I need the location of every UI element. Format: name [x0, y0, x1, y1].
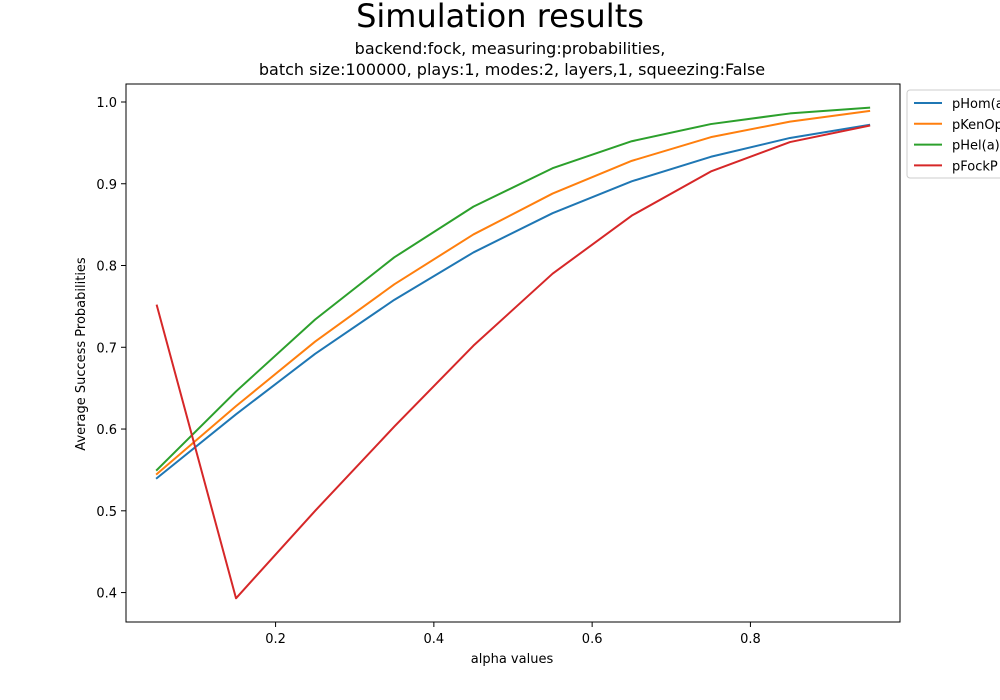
chart-subtitle-line-1: backend:fock, measuring:probabilities,: [355, 39, 666, 58]
series-line-3: [155, 106, 871, 472]
x-tick-label: 0.2: [265, 632, 286, 647]
legend: pHom(a pKenOp pHel(a) pFockP: [906, 89, 1000, 179]
y-axis-label: Average Success Probabilities: [74, 257, 89, 451]
x-tick-label: 0.8: [740, 632, 761, 647]
x-tick-label: 0.4: [424, 632, 445, 647]
chart-title: Simulation results: [356, 0, 644, 35]
y-tick-label: 0.5: [96, 505, 117, 520]
legend-label: pKenOp: [952, 118, 1000, 133]
y-tick-label: 0.8: [96, 260, 117, 275]
x-axis-ticks: 0.2 0.4 0.6 0.8: [265, 622, 761, 647]
y-axis-ticks: 0.4 0.5 0.6 0.7 0.8 0.9 1.0: [96, 96, 126, 602]
y-tick-label: 0.7: [96, 341, 117, 356]
y-tick-label: 0.6: [96, 423, 117, 438]
y-tick-label: 0.9: [96, 178, 117, 193]
y-tick-label: 1.0: [96, 96, 117, 111]
series-line-2: [155, 109, 871, 476]
series-lines: [155, 106, 871, 600]
series-line-4: [155, 124, 871, 600]
y-tick-label: 0.4: [96, 587, 117, 602]
legend-label: pHom(a: [952, 97, 1000, 112]
x-tick-label: 0.6: [582, 632, 603, 647]
legend-box: [906, 89, 1000, 179]
legend-label: pHel(a): [952, 139, 1000, 154]
x-axis-label: alpha values: [471, 652, 554, 667]
legend-label: pFockP: [952, 159, 998, 174]
series-line-1: [155, 123, 871, 480]
chart-subtitle-line-2: batch size:100000, plays:1, modes:2, lay…: [259, 60, 765, 79]
plot-frame: [125, 83, 901, 623]
